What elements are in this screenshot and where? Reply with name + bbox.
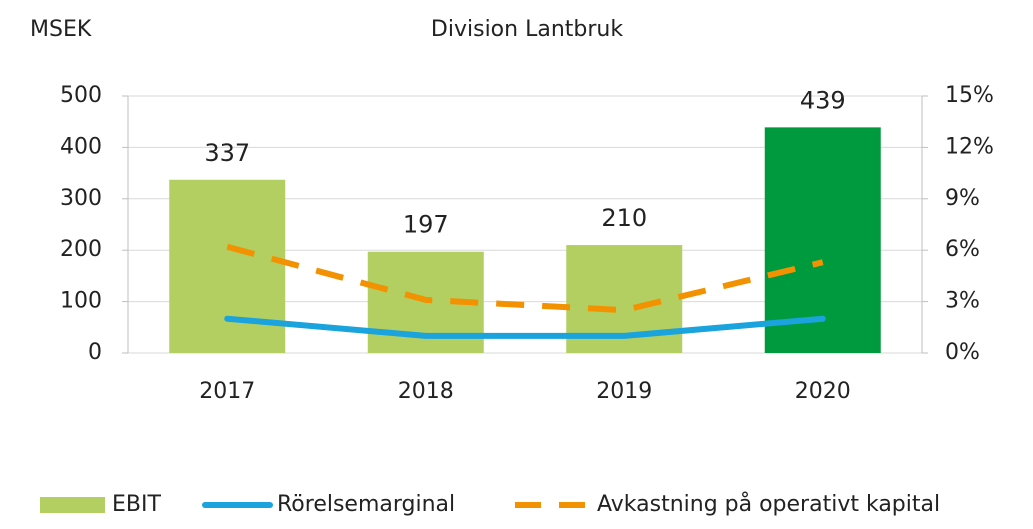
- data-label: 439: [800, 86, 846, 114]
- y-tick-label: 0: [88, 340, 102, 365]
- y2-tick-label: 3%: [945, 289, 980, 314]
- chart-title: Division Lantbruk: [431, 17, 623, 42]
- legend-label: Rörelsemarginal: [277, 492, 455, 517]
- line-series: [226, 243, 824, 314]
- bar: [764, 127, 881, 353]
- y-tick-label: 500: [60, 83, 102, 108]
- bar: [169, 179, 286, 353]
- data-label: 197: [403, 211, 449, 239]
- legend-label: Avkastning på operativt kapital: [597, 491, 940, 517]
- y-tick-label: 100: [60, 289, 102, 314]
- y2-tick-label: 12%: [945, 134, 994, 159]
- legend-swatch: [40, 497, 105, 513]
- y-tick-label: 300: [60, 186, 102, 211]
- line-series: [224, 315, 826, 339]
- y2-tick-label: 0%: [945, 340, 980, 365]
- x-tick-label: 2018: [398, 379, 454, 404]
- y2-tick-label: 9%: [945, 186, 980, 211]
- legend-label: EBIT: [112, 492, 161, 517]
- x-tick-label: 2019: [596, 379, 652, 404]
- y-axis-label: MSEK: [30, 17, 92, 42]
- y-tick-label: 200: [60, 237, 102, 262]
- y2-tick-label: 15%: [945, 83, 994, 108]
- x-tick-label: 2017: [199, 379, 255, 404]
- x-tick-label: 2020: [795, 379, 851, 404]
- y-tick-label: 400: [60, 134, 102, 159]
- y2-tick-label: 6%: [945, 237, 980, 262]
- data-label: 337: [204, 139, 250, 167]
- data-label: 210: [601, 204, 647, 232]
